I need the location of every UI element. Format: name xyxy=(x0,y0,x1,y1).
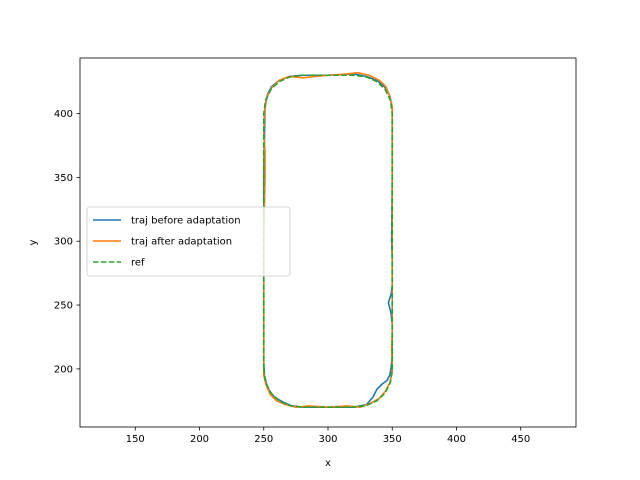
legend: traj before adaptation traj after adaptat… xyxy=(86,206,291,277)
legend-label-2: ref xyxy=(131,258,145,269)
y-tick-label: 300 xyxy=(54,237,73,248)
x-tick-label: 250 xyxy=(254,434,273,445)
plot-area xyxy=(262,71,394,409)
y-tick-label: 200 xyxy=(54,364,73,375)
legend-label-1: traj after adaptation xyxy=(131,237,232,248)
x-axis-label: x xyxy=(325,458,331,469)
y-tick-label: 250 xyxy=(54,301,73,312)
x-tick-label: 350 xyxy=(383,434,402,445)
y-tick-label: 400 xyxy=(54,109,73,120)
x-tick-label: 400 xyxy=(447,434,466,445)
y-axis-label: y xyxy=(28,239,39,245)
legend-box xyxy=(86,206,291,277)
x-tick-label: 450 xyxy=(511,434,530,445)
series-line-2 xyxy=(262,74,394,409)
x-tick-label: 150 xyxy=(126,434,145,445)
y-tick-label: 350 xyxy=(54,173,73,184)
axes-layer: 150 200 250 300 350 400 450 200 250 300 350 400 x y xyxy=(28,57,577,469)
x-tick-label: 200 xyxy=(190,434,209,445)
x-tick-label: 300 xyxy=(318,434,337,445)
legend-label-0: traj before adaptation xyxy=(131,216,241,227)
